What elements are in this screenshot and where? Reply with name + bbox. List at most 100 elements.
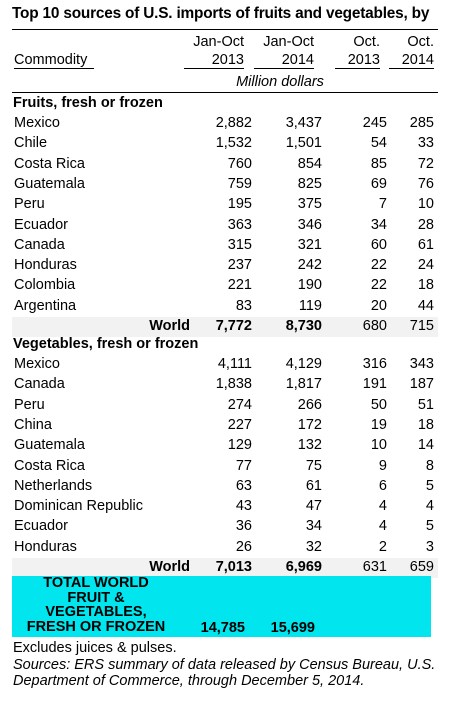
commodity-cell: Canada — [14, 376, 65, 393]
commodity-cell: Mexico — [14, 356, 60, 372]
oct-2013-cell: 22 — [370, 277, 387, 294]
source-note: Sources: ERS summary of data released by… — [13, 656, 436, 690]
jan-oct-2014-cell: 8,730 — [285, 318, 322, 334]
commodity-cell: China — [14, 416, 52, 433]
table-row: Honduras 26 32 2 3 — [12, 538, 438, 558]
jan-oct-2013-cell: 221 — [227, 277, 252, 294]
jan-oct-2013-cell: 26 — [235, 538, 252, 555]
jan-oct-2014-cell: 61 — [305, 477, 322, 494]
header-col2-line1: Jan-Oct — [263, 34, 314, 50]
jan-oct-2014-cell: 346 — [297, 216, 322, 233]
table-row: Peru 195 375 7 10 — [12, 195, 438, 215]
jan-oct-2013-cell: 36 — [235, 518, 252, 535]
commodity-cell: Costa Rica — [14, 457, 85, 474]
oct-2014-cell: 3 — [425, 538, 434, 555]
jan-oct-2014-cell: 6,969 — [285, 559, 322, 575]
jan-oct-2014-cell: 32 — [305, 538, 322, 555]
oct-2013-cell: 2 — [378, 538, 387, 555]
excludes-note: Excludes juices & pulses. — [13, 640, 177, 656]
oct-2013-cell: 85 — [370, 155, 387, 172]
oct-2014-cell: 5 — [425, 518, 434, 535]
table-row: Guatemala 129 132 10 14 — [12, 436, 438, 456]
jan-oct-2013-cell: 227 — [227, 416, 252, 433]
jan-oct-2013-cell: 4,111 — [217, 356, 252, 372]
oct-2014-cell: 659 — [409, 559, 434, 575]
jan-oct-2014-cell: 854 — [297, 155, 322, 172]
commodity-cell: Peru — [14, 396, 45, 413]
total-jan-oct-2013: 14,785 — [200, 620, 245, 636]
oct-2014-cell: 715 — [409, 318, 434, 334]
commodity-cell: Ecuador — [14, 518, 69, 535]
jan-oct-2014-cell: 190 — [297, 277, 322, 294]
oct-2014-cell: 5 — [425, 477, 434, 494]
jan-oct-2013-cell: 7,013 — [215, 559, 252, 575]
oct-2014-cell: 61 — [417, 236, 434, 253]
table-title: Top 10 sources of U.S. imports of fruits… — [12, 5, 430, 22]
total-label-line: FRESH OR FROZEN — [26, 618, 166, 635]
commodity-cell: Netherlands — [14, 477, 93, 494]
world-total-row: World 7,013 6,969 631 659 — [12, 558, 438, 578]
table-row: Costa Rica 77 75 9 8 — [12, 457, 438, 477]
oct-2014-cell: 18 — [417, 416, 434, 433]
table-row: China 227 172 19 18 — [12, 416, 438, 436]
oct-2013-cell: 9 — [378, 457, 387, 474]
jan-oct-2014-cell: 3,437 — [285, 115, 322, 131]
table-row: Dominican Republic 43 47 4 4 — [12, 497, 438, 517]
jan-oct-2014-cell: 266 — [297, 396, 322, 413]
jan-oct-2014-cell: 132 — [297, 437, 322, 454]
jan-oct-2014-cell: 119 — [298, 297, 322, 314]
commodity-cell: Canada — [14, 236, 65, 253]
jan-oct-2014-cell: 1,817 — [285, 376, 322, 393]
world-label: World — [149, 318, 190, 334]
header-col2-line2: 2014 — [254, 52, 314, 69]
jan-oct-2013-cell: 363 — [227, 216, 252, 233]
header-col4-line2: 2014 — [389, 52, 434, 69]
section-heading-fruits: Fruits, fresh or frozen — [13, 95, 163, 111]
table-row: Costa Rica 760 854 85 72 — [12, 155, 438, 175]
unit-label: Million dollars — [236, 74, 324, 90]
jan-oct-2014-cell: 34 — [305, 518, 322, 535]
jan-oct-2013-cell: 315 — [227, 236, 252, 253]
oct-2014-cell: 72 — [417, 155, 434, 172]
oct-2014-cell: 33 — [417, 135, 434, 152]
world-total-row: World 7,772 8,730 680 715 — [12, 317, 438, 337]
jan-oct-2013-cell: 1,532 — [215, 135, 252, 152]
oct-2013-cell: 4 — [378, 518, 387, 535]
jan-oct-2014-cell: 172 — [297, 416, 322, 433]
table-row: Mexico 2,882 3,437 245 285 — [12, 114, 438, 134]
jan-oct-2013-cell: 83 — [235, 297, 252, 314]
table-row: Argentina 83 119 20 44 — [12, 297, 438, 317]
oct-2013-cell: 6 — [378, 477, 387, 494]
table-row: Ecuador 363 346 34 28 — [12, 216, 438, 236]
total-label-line: TOTAL WORLD — [43, 575, 149, 591]
jan-oct-2013-cell: 274 — [227, 396, 252, 413]
jan-oct-2013-cell: 1,838 — [215, 376, 252, 393]
oct-2013-cell: 245 — [362, 115, 387, 131]
header-top-rule — [12, 29, 438, 30]
world-label: World — [149, 559, 190, 575]
oct-2013-cell: 69 — [370, 175, 387, 192]
oct-2013-cell: 4 — [378, 498, 387, 515]
jan-oct-2013-cell: 129 — [227, 437, 252, 454]
oct-2014-cell: 10 — [417, 196, 434, 213]
commodity-cell: Guatemala — [14, 437, 85, 454]
oct-2014-cell: 28 — [417, 216, 434, 233]
header-col1-line1: Jan-Oct — [193, 34, 244, 50]
oct-2013-cell: 191 — [362, 376, 387, 393]
table-row: Colombia 221 190 22 18 — [12, 276, 438, 296]
jan-oct-2014-cell: 4,129 — [285, 356, 322, 372]
header-col1-line2: 2013 — [184, 52, 244, 69]
commodity-cell: Peru — [14, 196, 45, 213]
oct-2014-cell: 343 — [409, 356, 434, 372]
oct-2014-cell: 18 — [417, 277, 434, 294]
total-label-line: FRUIT & — [67, 589, 125, 606]
oct-2013-cell: 631 — [362, 559, 387, 575]
oct-2013-cell: 19 — [370, 416, 387, 433]
total-label-line: VEGETABLES, — [45, 604, 147, 621]
jan-oct-2013-cell: 760 — [227, 155, 252, 172]
jan-oct-2014-cell: 1,501 — [285, 135, 322, 152]
oct-2013-cell: 50 — [370, 396, 387, 413]
footnotes: Excludes juices & pulses. Sources: ERS s… — [13, 640, 443, 690]
jan-oct-2014-cell: 75 — [305, 457, 322, 474]
jan-oct-2013-cell: 43 — [235, 498, 252, 515]
